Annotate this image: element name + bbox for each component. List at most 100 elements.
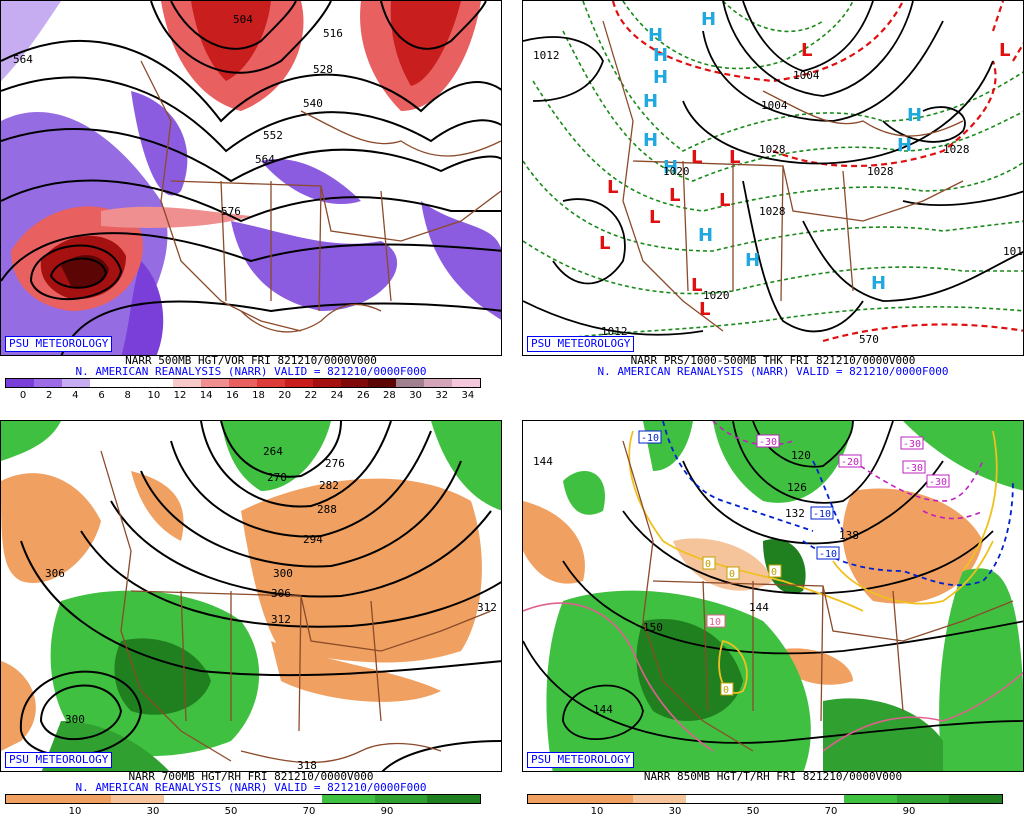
svg-text:-30: -30 [759,437,777,448]
low-symbol: L [669,185,680,206]
colorbar-tick-label: 16 [225,390,239,401]
colorbar-swatch [201,379,229,387]
contour-label: 1028 [759,143,786,156]
temp-box: -10 [810,506,834,520]
colorbar-swatch [6,795,59,803]
colorbar-tick-label: 12 [173,390,187,401]
high-symbol: H [643,130,658,151]
contour-label: 150 [643,621,663,634]
panel-500mb: 564 504 516 528 540 552 564 576 PSU METE… [0,0,502,410]
low-symbol: L [607,177,618,198]
credit-badge: PSU METEOROLOGY [527,336,635,352]
contour-label: 564 [255,153,275,166]
contour-label: 1028 [759,205,786,218]
colorbar [5,378,481,388]
low-symbol: L [729,147,740,168]
colorbar-ticks: 0 2 4 6 8 10 12 14 16 18 20 22 24 26 28 30 32 34 [5,390,481,402]
high-symbol: H [663,157,678,178]
credit-badge: PSU METEOROLOGY [527,752,635,768]
colorbar-swatch [368,379,397,387]
colorbar-tick-label: 28 [383,390,396,401]
temp-box: 10 [706,614,726,628]
panel-title: NARR PRS/1000-500MB THK FRI 821210/0000V… [630,354,916,367]
contour-label: 1012 [1003,245,1024,258]
svg-text:0: 0 [705,559,711,570]
colorbar-swatch [173,379,202,387]
contour-label: 552 [263,129,283,142]
high-symbol: H [653,67,668,88]
colorbar-ticks: 10 30 50 70 90 [527,806,1003,818]
colorbar-tick-label: 14 [199,390,213,401]
contour-label: 1012 [533,49,560,62]
colorbar-swatch [61,379,90,387]
map-850mb: -10 -30 -30 -20 -30 -30 -10 -10 0 0 0 0 … [522,420,1024,772]
colorbar-tick-label: 20 [278,390,292,401]
colorbar-tick-label: 22 [304,390,318,401]
contour-label: 144 [749,601,769,614]
map-500mb-svg: 564 504 516 528 540 552 564 576 [1,1,501,355]
credit-badge: PSU METEOROLOGY [5,752,113,768]
svg-text:-10: -10 [813,509,831,520]
low-symbol: L [801,40,812,61]
colorbar-swatch [145,379,174,387]
map-700mb-svg: 264 270 276 282 288 294 300 306 312 306 … [1,421,501,771]
colorbar-swatch [312,379,341,387]
credit-badge: PSU METEOROLOGY [5,336,113,352]
colorbar [527,794,1003,804]
colorbar-swatch [111,795,165,803]
panel-title: NARR 700MB HGT/RH FRI 821210/0000V000 [128,770,374,783]
svg-text:-30: -30 [903,439,921,450]
colorbar-swatch [528,795,581,803]
colorbar-swatch [340,379,369,387]
contour-label: 270 [267,471,287,484]
svg-text:0: 0 [771,567,777,578]
map-500mb: 564 504 516 528 540 552 564 576 PSU METE… [0,0,502,356]
colorbar-swatch [844,795,897,803]
contour-label: 306 [45,567,65,580]
contour-label: 312 [271,613,291,626]
colorbar-tick-label: 30 [146,806,160,817]
svg-text:-30: -30 [929,477,947,488]
colorbar-tick-label: 70 [302,806,316,817]
contour-labels-850: 144 120 126 132 138 144 150 144 [533,449,859,716]
svg-text:-10: -10 [819,549,837,560]
temp-box: -10 [638,430,662,444]
high-symbol: H [648,25,663,46]
colorbar-swatch [427,795,481,803]
high-symbol: H [643,91,658,112]
colorbar-tick-label: 30 [409,390,422,401]
colorbar-swatch [452,379,480,387]
contour-label: 126 [787,481,807,494]
contour-label: 516 [323,27,343,40]
contour-label: 570 [859,333,879,346]
colorbar-tick-label: 32 [435,390,449,401]
high-symbol: H [897,135,912,156]
contour-labels-700: 264 270 276 282 288 294 300 306 312 306 … [45,445,497,771]
colorbar-tick-label: 26 [356,390,370,401]
temp-box: -30 [900,436,924,450]
colorbar-swatch [633,795,687,803]
colorbar-ticks: 10 30 50 70 90 [5,806,481,818]
high-symbol: H [698,225,713,246]
panel-title: NARR 500MB HGT/VOR FRI 821210/0000V000 [125,354,377,367]
svg-text:-20: -20 [841,457,859,468]
svg-text:-30: -30 [905,463,923,474]
svg-text:0: 0 [723,685,729,696]
colorbar-swatch [216,795,270,803]
colorbar-tick-label: 6 [98,390,105,401]
high-symbol: H [701,9,716,30]
colorbar-tick-label: 10 [590,806,604,817]
contour-label: 138 [839,529,859,542]
colorbar-swatch [424,379,452,387]
colorbar [5,794,481,804]
contour-label: 288 [317,503,337,516]
colorbar-tick-label: 50 [746,806,760,817]
colorbar-swatch [949,795,1003,803]
contour-label: 504 [233,13,253,26]
colorbar-tick-label: 2 [45,390,53,401]
colorbar-tick-label: 18 [252,390,265,401]
svg-text:10: 10 [709,617,721,628]
contour-label: 120 [791,449,811,462]
contour-label: 1004 [761,99,788,112]
contour-label: 300 [65,713,85,726]
